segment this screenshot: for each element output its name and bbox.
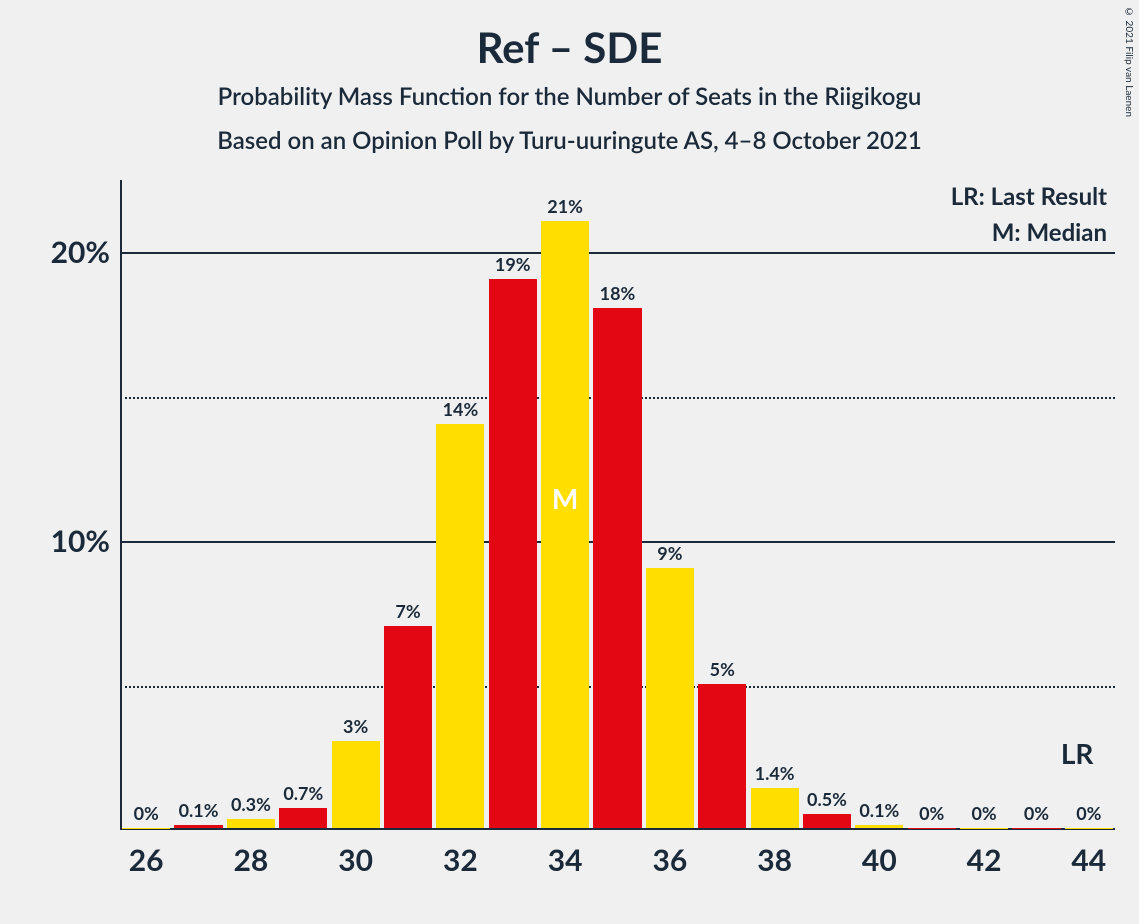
x-tick-label: 32: [443, 842, 478, 878]
y-tick-label: 10%: [51, 523, 110, 559]
chart-subtitle-1: Probability Mass Function for the Number…: [0, 82, 1139, 111]
bar: [1065, 828, 1113, 829]
bar-value-label: 1.4%: [755, 762, 795, 784]
median-marker: M: [552, 481, 578, 515]
gridline-major: [120, 252, 1115, 254]
bar-value-label: 0%: [971, 802, 996, 824]
bar-value-label: 21%: [547, 195, 583, 217]
bar: [541, 221, 589, 828]
bar-value-label: 0%: [1076, 802, 1101, 824]
bar: [1012, 828, 1060, 829]
x-tick-label: 28: [234, 842, 269, 878]
bar-value-label: 0.3%: [231, 793, 271, 815]
copyright-text: © 2021 Filip van Laenen: [1123, 6, 1135, 117]
legend-lr: LR: Last Result: [951, 182, 1107, 211]
x-tick-label: 36: [652, 842, 687, 878]
x-axis: [120, 828, 1115, 830]
legend-m: M: Median: [992, 218, 1107, 247]
bar-value-label: 19%: [495, 253, 531, 275]
x-tick-label: 42: [967, 842, 1002, 878]
y-axis: [120, 180, 122, 830]
x-tick-label: 34: [548, 842, 583, 878]
bar-value-label: 0%: [919, 802, 944, 824]
bar: [279, 808, 327, 828]
bar-value-label: 0%: [1024, 802, 1049, 824]
bar: [960, 828, 1008, 829]
bar-value-label: 0.1%: [179, 799, 219, 821]
bar-value-label: 0%: [134, 802, 159, 824]
x-tick-label: 30: [338, 842, 373, 878]
bar: [646, 568, 694, 828]
bar-value-label: 5%: [710, 658, 735, 680]
y-tick-label: 20%: [51, 234, 110, 270]
bar-value-label: 3%: [343, 715, 368, 737]
bar: [803, 814, 851, 828]
bar: [751, 788, 799, 828]
bar-value-label: 14%: [443, 398, 479, 420]
bar: [384, 626, 432, 828]
plot-area: LR: Last Result M: Median 10%20%26283032…: [120, 180, 1115, 830]
bar: [489, 279, 537, 828]
chart-subtitle-2: Based on an Opinion Poll by Turu-uuringu…: [0, 126, 1139, 155]
bar-value-label: 0.1%: [859, 799, 899, 821]
last-result-marker: LR: [1061, 736, 1094, 770]
bar: [436, 424, 484, 828]
bar: [332, 741, 380, 828]
bar-value-label: 0.5%: [807, 788, 847, 810]
chart-title: Ref – SDE: [0, 22, 1139, 72]
bar: [908, 828, 956, 829]
bar: [174, 825, 222, 828]
bar-value-label: 9%: [657, 542, 682, 564]
bar: [593, 308, 641, 828]
x-tick-label: 26: [129, 842, 164, 878]
bar: [122, 828, 170, 829]
x-tick-label: 40: [862, 842, 897, 878]
bar: [227, 819, 275, 828]
x-tick-label: 44: [1071, 842, 1106, 878]
bar: [698, 684, 746, 828]
bar-value-label: 0.7%: [283, 782, 323, 804]
bar: [855, 825, 903, 828]
bar-value-label: 18%: [600, 282, 636, 304]
chart-canvas: Ref – SDE Probability Mass Function for …: [0, 0, 1139, 924]
x-tick-label: 38: [757, 842, 792, 878]
bar-value-label: 7%: [395, 600, 420, 622]
